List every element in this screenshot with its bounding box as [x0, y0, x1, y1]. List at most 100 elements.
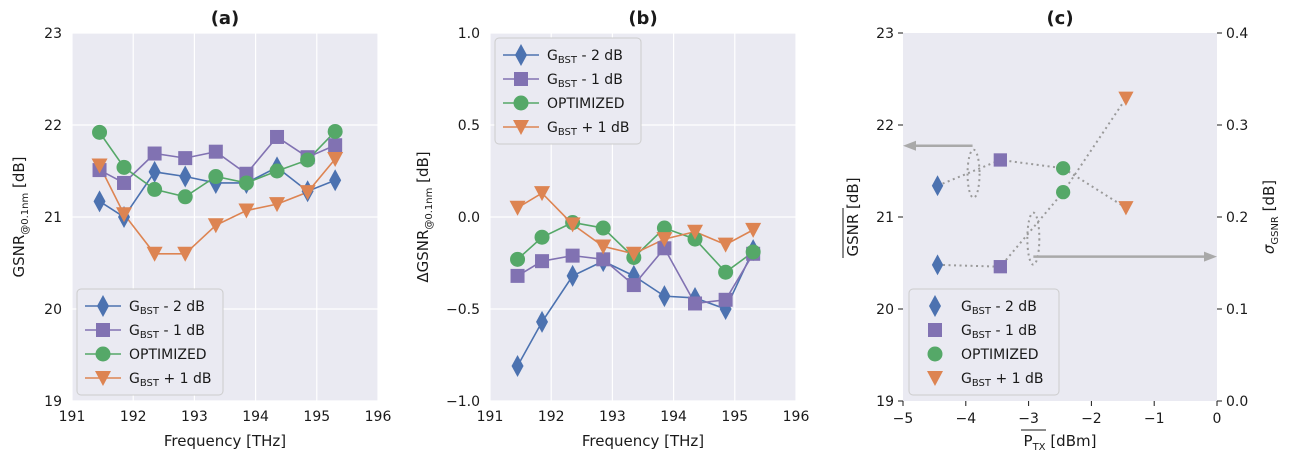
data-point-optimized: [656, 220, 672, 236]
x-tick-label: 196: [783, 409, 810, 425]
data-point-optimized: [208, 169, 224, 185]
panel-a-series: [91, 123, 344, 262]
legend-label-gbst_minus1: GBST - 1 dB: [129, 323, 205, 341]
left-y-tick-label: 23: [876, 26, 894, 42]
data-point-gbst_minus1: [328, 138, 343, 153]
data-point-optimized: [92, 124, 108, 140]
data-point-gbst_minus1: [208, 144, 223, 159]
data-point-gbst_minus1: [510, 268, 525, 283]
data-point-gbst_minus1: [117, 175, 132, 190]
data-point-optimized: [300, 152, 316, 168]
sigma-point-gbst_minus1: [993, 260, 1007, 274]
x-tick-label: 193: [599, 409, 626, 425]
legend-marker-gbst_plus1: [927, 371, 943, 386]
panel-a-legend: GBST - 2 dB GBST - 1 dB OPTIMIZED GBST + 1 …: [76, 288, 224, 396]
data-point-gbst_plus1: [238, 203, 255, 219]
data-point-gbst_plus1: [269, 197, 286, 213]
x-tick-label: 195: [303, 409, 330, 425]
panel-a-x-axis-label: Frequency [THz]: [164, 432, 286, 450]
data-point-optimized: [534, 229, 550, 245]
data-point-gbst_minus1: [565, 248, 580, 263]
y-tick-label: 23: [44, 26, 62, 42]
data-point-optimized: [745, 244, 761, 260]
mean-dotted-link: [937, 158, 1127, 209]
left-y-tick-label: 21: [876, 210, 894, 226]
panel-b-series: [509, 186, 762, 378]
legend-marker-optimized: [95, 346, 111, 362]
data-point-gbst_minus1: [718, 292, 733, 307]
right-y-tick-label: 0.3: [1226, 118, 1248, 134]
y-tick-label: 1.0: [458, 26, 480, 42]
legend-label-gbst_minus1: GBST - 1 dB: [547, 72, 623, 90]
mean-curve-marker: [966, 148, 981, 199]
legend-label-optimized: OPTIMIZED: [961, 347, 1039, 363]
y-tick-label: 0.5: [458, 118, 480, 134]
panel-b-x-axis-label: Frequency [THz]: [582, 432, 704, 450]
data-point-gbst_minus2: [536, 310, 549, 333]
data-point-optimized: [510, 251, 526, 267]
data-point-gbst_minus1: [270, 129, 285, 144]
data-point-gbst_minus1: [178, 151, 193, 166]
panel-c-points: [931, 91, 1134, 276]
y-tick-label: −0.5: [446, 302, 480, 318]
legend-marker-gbst_minus1: [514, 72, 528, 86]
sigma-point-gbst_plus1: [1118, 91, 1134, 106]
left-y-tick-label: 20: [876, 302, 894, 318]
legend-frame: [76, 288, 224, 396]
x-tick-label: −4: [955, 411, 976, 427]
data-point-gbst_minus1: [688, 296, 703, 311]
data-point-gbst_minus1: [596, 252, 611, 267]
data-point-gbst_plus1: [717, 237, 734, 253]
sigma-dotted-link: [937, 97, 1127, 268]
data-point-gbst_plus1: [745, 222, 762, 238]
data-point-gbst_minus2: [93, 190, 106, 213]
right-y-tick-label: 0.0: [1226, 394, 1248, 410]
x-tick-label: 193: [181, 409, 208, 425]
panel-c-legend: GBST - 2 dB GBST - 1 dB OPTIMIZED GBST + 1 …: [908, 288, 1060, 396]
legend-marker-gbst_minus2: [929, 295, 941, 317]
data-point-gbst_plus1: [656, 232, 673, 248]
mean-point-gbst_minus1: [993, 153, 1007, 167]
panel-b-grid: [489, 32, 797, 402]
x-tick-label: 191: [477, 409, 504, 425]
y-tick-label: 22: [44, 118, 62, 134]
data-point-gbst_plus1: [177, 246, 194, 262]
left-y-tick-label: 22: [876, 118, 894, 134]
y-tick-label: 20: [44, 302, 62, 318]
data-point-optimized: [238, 175, 254, 191]
panel-a-y-axis-label: GSNR@0.1nm [dB]: [10, 156, 31, 277]
panel-c-tick-labels: −5 −4 −3 −2 −1 0 19 20 21 22 23 0.0 0.1 0.2 0.3 0.4: [876, 26, 1248, 427]
x-tick-label: 194: [660, 409, 687, 425]
legend-label-gbst_minus2: GBST - 2 dB: [961, 299, 1037, 317]
x-tick-label: 195: [721, 409, 748, 425]
x-tick-label: 192: [538, 409, 565, 425]
data-point-gbst_plus1: [146, 246, 163, 262]
legend-label-gbst_plus1: GBST + 1 dB: [547, 120, 629, 138]
data-point-gbst_minus2: [566, 264, 579, 287]
legend-marker-gbst_plus1: [95, 371, 111, 386]
data-point-gbst_minus1: [626, 278, 641, 293]
data-point-gbst_minus1: [147, 146, 162, 161]
data-point-gbst_plus1: [327, 152, 344, 168]
data-point-gbst_plus1: [299, 185, 316, 201]
right-axis-arrow-head: [1204, 251, 1217, 262]
data-point-gbst_plus1: [595, 239, 612, 255]
x-tick-label: 192: [120, 409, 147, 425]
legend-marker-gbst_minus2: [515, 44, 527, 66]
panel-c-title: (c): [1046, 8, 1073, 29]
x-tick-label: −5: [893, 411, 914, 427]
legend-marker-gbst_minus1: [928, 323, 942, 337]
mean-point-gbst_minus2: [931, 175, 944, 197]
panel-b-y-axis-label: ΔGSNR@0.1nm [dB]: [414, 151, 435, 282]
data-point-gbst_minus2: [658, 285, 671, 308]
data-point-gbst_plus1: [534, 186, 551, 202]
legend-frame: [494, 37, 642, 145]
legend-marker-optimized: [513, 95, 529, 111]
sigma-point-gbst_minus2: [931, 254, 944, 276]
legend-label-gbst_minus2: GBST - 2 dB: [547, 48, 623, 66]
data-point-optimized: [116, 159, 132, 175]
data-point-optimized: [327, 123, 343, 139]
data-point-optimized: [718, 264, 734, 280]
mean-point-gbst_plus1: [1118, 201, 1134, 216]
